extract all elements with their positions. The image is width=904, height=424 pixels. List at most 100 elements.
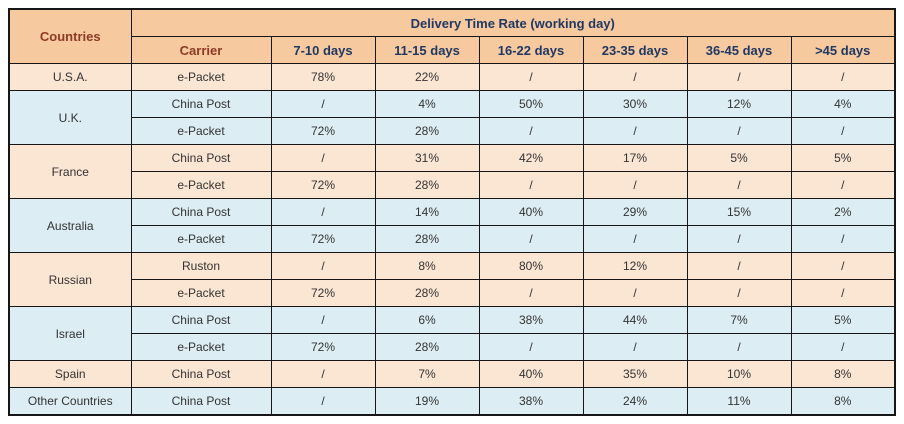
rate-cell: / <box>686 333 792 361</box>
rate-cell: 35% <box>582 360 688 388</box>
rate-cell: / <box>270 144 376 172</box>
rate-cell: 44% <box>582 306 688 334</box>
rate-cell: 6% <box>374 306 480 334</box>
carrier-cell: Ruston <box>130 252 272 280</box>
table-row: Spain China Post/7% 40% 35% 10% 8% <box>8 360 896 388</box>
rate-cell: 17% <box>582 144 688 172</box>
day-range-header: >45 days <box>790 36 896 64</box>
carrier-cell: e-Packet <box>130 63 272 91</box>
rate-cell: 5% <box>686 144 792 172</box>
day-range-header: 23-35 days <box>582 36 688 64</box>
carrier-cell: China Post <box>130 360 272 388</box>
header-row-1: Countries Delivery Time Rate (working da… <box>8 8 896 64</box>
rate-cell: / <box>686 279 792 307</box>
rate-cell: / <box>478 117 584 145</box>
country-cell: U.K. <box>8 90 132 145</box>
carrier-cell: e-Packet <box>130 225 272 253</box>
rate-cell: 38% <box>478 306 584 334</box>
rate-cell: / <box>686 225 792 253</box>
country-cell: France <box>8 144 132 199</box>
rate-cell: / <box>478 225 584 253</box>
rate-cell: / <box>790 117 896 145</box>
rate-cell: / <box>582 171 688 199</box>
table-row: Russian Ruston/8% 80% 12% / / <box>8 252 896 307</box>
rate-cell: / <box>478 333 584 361</box>
rate-cell: 14% <box>374 198 480 226</box>
country-cell: U.S.A. <box>8 63 132 91</box>
rate-cell: 10% <box>686 360 792 388</box>
rate-cell: / <box>686 171 792 199</box>
rate-cell: 50% <box>478 90 584 118</box>
header-row-2: Carrier 7-10 days 11-15 days 16-22 days 23-3… <box>9 36 896 64</box>
rate-cell: 12% <box>582 252 688 280</box>
rate-cell: / <box>790 171 896 199</box>
carrier-cell: China Post <box>130 144 272 172</box>
day-range-header: 11-15 days <box>374 36 480 64</box>
table-row: e-Packet 72% 28% / / / / <box>9 225 896 253</box>
rate-cell: 29% <box>582 198 688 226</box>
rate-cell: 30% <box>582 90 688 118</box>
rate-cell: 72% <box>270 279 376 307</box>
rate-cell: / <box>478 279 584 307</box>
table-row: e-Packet 72% 28% / / / / <box>9 117 896 145</box>
day-range-header: 7-10 days <box>270 36 376 64</box>
rate-cell: 19% <box>374 387 480 416</box>
rate-cell: / <box>582 279 688 307</box>
rate-cell: 28% <box>374 117 480 145</box>
carrier-header: Carrier <box>130 36 272 64</box>
carrier-cell: e-Packet <box>130 333 272 361</box>
rate-cell: / <box>686 63 792 91</box>
rate-cell: 8% <box>790 360 896 388</box>
rate-cell: / <box>790 225 896 253</box>
rate-cell: / <box>270 198 376 226</box>
rate-cell: / <box>478 63 584 91</box>
rate-cell: 22% <box>374 63 480 91</box>
rate-cell: / <box>582 333 688 361</box>
rate-cell: 8% <box>374 252 480 280</box>
rate-cell: 7% <box>374 360 480 388</box>
carrier-cell: China Post <box>130 198 272 226</box>
table-row: e-Packet 72% 28% / / / / <box>9 333 896 361</box>
rate-cell: 72% <box>270 333 376 361</box>
rate-cell: / <box>790 279 896 307</box>
table-row: U.S.A. e-Packet 78% 22% / / / / <box>8 63 896 91</box>
rate-cell: / <box>270 306 376 334</box>
rate-cell: / <box>270 387 376 416</box>
rate-cell: / <box>790 333 896 361</box>
delivery-time-rate-table: Countries Delivery Time Rate (working da… <box>8 8 896 416</box>
carrier-cell: e-Packet <box>130 117 272 145</box>
rate-cell: 24% <box>582 387 688 416</box>
carrier-cell: China Post <box>130 90 272 118</box>
rate-cell: 5% <box>790 306 896 334</box>
rate-cell: 11% <box>686 387 792 416</box>
rate-cell: 80% <box>478 252 584 280</box>
country-cell: Spain <box>8 360 132 388</box>
rate-cell: 28% <box>374 333 480 361</box>
rate-cell: 72% <box>270 225 376 253</box>
rate-cell: 72% <box>270 117 376 145</box>
table-row: U.K. China Post/4% 50% 30% 12% 4% <box>8 90 896 145</box>
table-row: Other Countries China Post/19% 38% 24% 11% 8% <box>8 387 896 416</box>
rate-cell: 12% <box>686 90 792 118</box>
country-cell: Russian <box>8 252 132 307</box>
rate-cell: / <box>582 63 688 91</box>
rate-cell: / <box>582 117 688 145</box>
rate-cell: 28% <box>374 225 480 253</box>
country-cell: Australia <box>8 198 132 253</box>
day-range-header: 16-22 days <box>478 36 584 64</box>
table-row: e-Packet 72% 28% / / / / <box>9 279 896 307</box>
country-cell: Israel <box>8 306 132 361</box>
table-title: Delivery Time Rate (working day) <box>130 8 896 37</box>
carrier-cell: e-Packet <box>130 279 272 307</box>
rate-cell: 78% <box>270 63 376 91</box>
rate-cell: / <box>686 252 792 280</box>
rate-cell: / <box>478 171 584 199</box>
country-cell: Other Countries <box>8 387 132 416</box>
table-row: e-Packet 72% 28% / / / / <box>9 171 896 199</box>
table-row: France China Post/31% 42% 17% 5% 5% <box>8 144 896 199</box>
rate-cell: 8% <box>790 387 896 416</box>
day-range-header: 36-45 days <box>686 36 792 64</box>
rate-cell: 28% <box>374 171 480 199</box>
rate-cell: 38% <box>478 387 584 416</box>
